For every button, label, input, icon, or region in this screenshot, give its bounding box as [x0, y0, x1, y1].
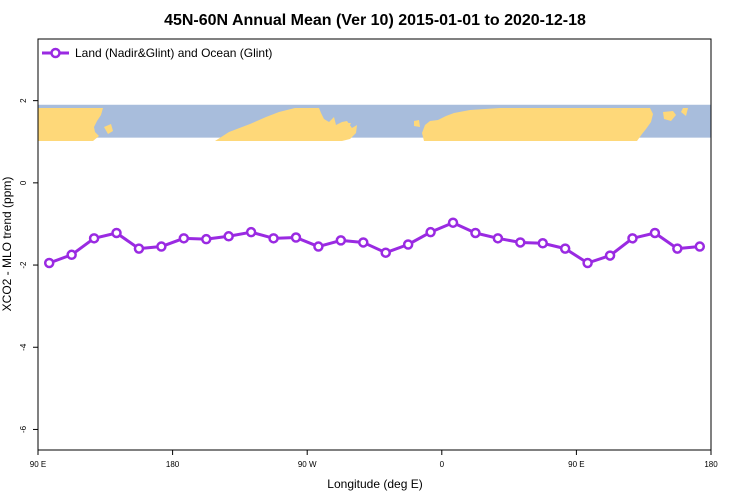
data-point — [313, 241, 324, 252]
data-point — [111, 227, 122, 239]
y-tick-label: -4 — [19, 343, 28, 351]
y-axis: 2 0 -2 -4 -6 — [19, 98, 38, 433]
data-point — [470, 227, 481, 239]
x-tick-label: 90 W — [298, 460, 317, 469]
data-point — [335, 235, 347, 246]
x-tick-label: 180 — [166, 460, 180, 469]
data-point — [133, 243, 145, 254]
data-point — [492, 233, 504, 244]
data-point — [402, 239, 414, 250]
y-tick-label: -2 — [19, 261, 28, 269]
plot-frame — [37, 38, 712, 451]
map-band — [38, 104, 711, 141]
data-point — [582, 257, 593, 269]
data-point — [515, 237, 526, 248]
x-axis-label: Longitude (deg E) — [327, 477, 422, 491]
data-point — [223, 231, 234, 242]
x-tick-label: 90 E — [568, 460, 584, 469]
y-tick-label: 0 — [19, 180, 28, 185]
data-point — [380, 247, 391, 258]
x-axis: 90 E 180 90 W 0 90 E 180 — [30, 450, 718, 469]
data-point — [447, 217, 459, 228]
x-tick-label: 180 — [704, 460, 718, 469]
data-point — [537, 238, 548, 249]
chart-title: 45N-60N Annual Mean (Ver 10) 2015-01-01 … — [164, 12, 586, 29]
data-point — [290, 232, 302, 243]
legend-swatch-marker — [50, 47, 61, 59]
data-point — [268, 233, 279, 244]
data-point — [559, 243, 571, 254]
series-layer — [43, 217, 706, 269]
x-tick-label: 90 E — [30, 460, 46, 469]
data-point — [201, 233, 212, 245]
map-band-land — [38, 108, 688, 141]
data-point — [43, 257, 55, 269]
data-point — [156, 241, 167, 252]
data-point — [66, 249, 77, 261]
legend-label: Land (Nadir&Glint) and Ocean (Glint) — [75, 46, 272, 60]
y-tick-label: -6 — [19, 425, 28, 433]
y-tick-label: 2 — [19, 98, 28, 103]
data-point — [245, 226, 257, 238]
data-point — [672, 243, 683, 254]
x-tick-label: 0 — [440, 460, 445, 469]
y-axis-label: XCO2 - MLO trend (ppm) — [0, 177, 14, 312]
data-point — [649, 227, 661, 239]
data-point — [425, 226, 436, 238]
data-point — [694, 241, 706, 252]
data-point — [627, 233, 638, 244]
legend: Land (Nadir&Glint) and Ocean (Glint) — [42, 46, 272, 60]
data-point — [604, 250, 616, 261]
data-point — [178, 233, 190, 244]
data-point — [88, 233, 100, 244]
data-point — [358, 237, 369, 248]
series-line — [48, 221, 700, 265]
